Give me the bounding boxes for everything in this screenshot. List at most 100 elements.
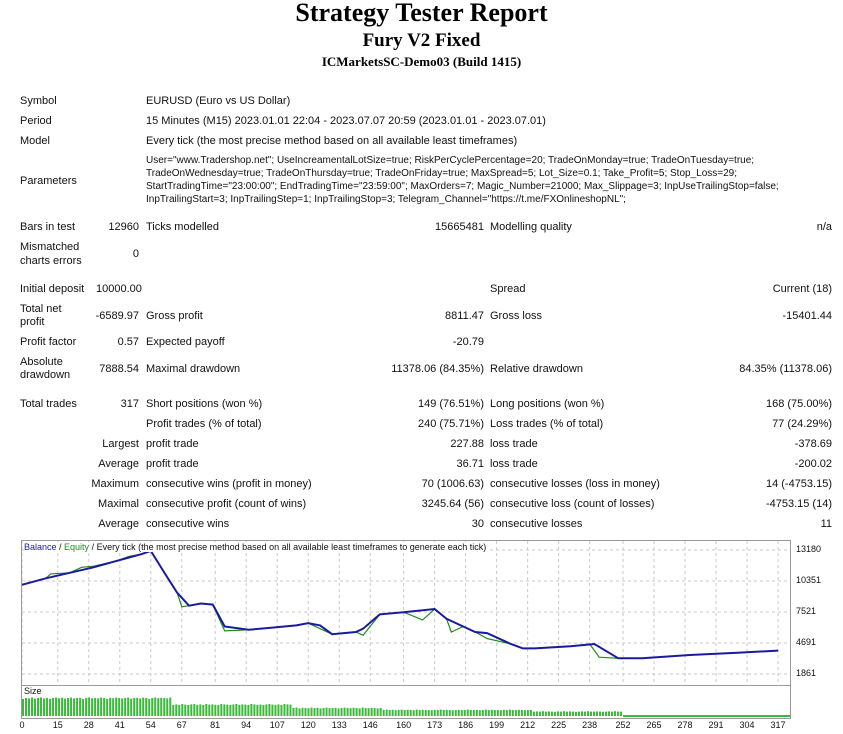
size-bar: [49, 698, 52, 716]
avg-cons-losses-value: 11: [820, 518, 832, 530]
size-bar: [292, 708, 295, 716]
size-bar: [319, 708, 322, 716]
size-bar: [154, 697, 157, 716]
total-net-label-2: profit: [20, 316, 45, 328]
size-bar: [133, 698, 136, 716]
size-bar: [223, 704, 226, 716]
size-bar: [337, 708, 340, 716]
x-tick-label: 107: [269, 720, 285, 730]
size-bar: [403, 710, 406, 716]
size-bar: [226, 704, 229, 716]
size-bar: [529, 710, 532, 716]
size-bar: [466, 709, 469, 716]
size-bar: [112, 698, 115, 716]
size-bar: [439, 709, 442, 716]
size-bar: [325, 707, 328, 716]
size-bar: [190, 704, 193, 716]
size-bar: [334, 707, 337, 716]
size-bar: [178, 704, 181, 716]
size-bar: [571, 711, 574, 716]
size-bar: [109, 697, 112, 716]
size-bar: [553, 711, 556, 716]
size-bar: [565, 711, 568, 716]
maximal-dd-value: 11378.06 (84.35%): [391, 363, 484, 375]
size-bar: [583, 711, 586, 716]
size-bar: [535, 711, 538, 716]
size-bar: [79, 697, 82, 716]
average-loss-value: -200.02: [794, 458, 832, 470]
size-bar: [139, 698, 142, 716]
relative-dd-label: Relative drawdown: [490, 363, 583, 375]
symbol-label: Symbol: [20, 95, 57, 107]
size-bar: [301, 707, 304, 716]
size-bar: [100, 697, 103, 716]
long-positions-label: Long positions (won %): [490, 398, 605, 410]
maximal-cons-profit-label: consecutive profit (count of wins): [146, 498, 307, 510]
size-bar: [493, 710, 496, 716]
size-bar: [202, 705, 205, 716]
size-bar: [481, 710, 484, 716]
size-bar: [130, 698, 133, 716]
size-bar: [364, 708, 367, 716]
symbol-value: EURUSD (Euro vs US Dollar): [146, 95, 291, 107]
x-tick-label: 41: [114, 720, 125, 730]
size-bar: [430, 710, 433, 716]
spread-value: Current (18): [772, 283, 832, 295]
size-bar: [46, 698, 49, 716]
size-bar: [295, 707, 298, 716]
balance-line: [22, 549, 779, 660]
size-bar: [490, 709, 493, 716]
chart-legend: Balance / Equity / Every tick (the most …: [24, 542, 489, 552]
size-bar: [436, 710, 439, 716]
initial-deposit-value: 10000.00: [96, 283, 142, 295]
parameters-line: User="www.Tradershop.net"; UseIncreament…: [146, 155, 755, 166]
loss-trades-label: Loss trades (% of total): [490, 418, 604, 430]
size-bar: [418, 710, 421, 716]
size-bar: [244, 704, 247, 716]
x-tick-label: 252: [615, 720, 631, 730]
x-tick-label: 67: [176, 720, 187, 730]
x-tick-label: 54: [145, 720, 156, 730]
size-bar: [64, 698, 67, 716]
size-bar: [175, 704, 178, 716]
size-bar: [547, 711, 550, 716]
max-cons-losses-value: 14 (-4753.15): [765, 478, 832, 490]
maximal-cons-profit-value: 3245.64 (56): [421, 498, 484, 510]
size-chart: Size: [21, 685, 791, 719]
largest-loss-label: loss trade: [490, 438, 538, 450]
size-bar: [421, 709, 424, 716]
relative-dd-value: 84.35% (11378.06): [739, 363, 832, 375]
average-cons-label: Average: [98, 518, 139, 530]
size-bar: [118, 698, 121, 716]
size-bar: [394, 710, 397, 716]
average-profit-label: profit trade: [146, 458, 199, 470]
x-tick-label: 225: [551, 720, 567, 730]
maximal-cons-loss-value: -4753.15 (14): [765, 498, 832, 510]
size-bar: [94, 698, 97, 716]
size-bar: [550, 711, 553, 716]
size-bar: [82, 699, 85, 716]
size-bar: [382, 710, 385, 716]
equity-line: [22, 550, 779, 659]
size-bar: [25, 698, 28, 716]
size-bar: [169, 697, 172, 716]
legend-separator: /: [56, 542, 65, 552]
size-bar: [340, 708, 343, 716]
x-tick-label: 81: [210, 720, 221, 730]
maximal-dd-label: Maximal drawdown: [146, 363, 241, 375]
size-bar: [304, 708, 307, 716]
size-bar: [496, 710, 499, 716]
avg-cons-losses-label: consecutive losses: [490, 518, 583, 530]
parameters-label: Parameters: [20, 175, 77, 187]
size-bar: [247, 705, 250, 716]
size-bar: [211, 704, 214, 716]
x-tick-label: 94: [241, 720, 252, 730]
x-tick-label: 0: [19, 720, 25, 730]
size-bar: [592, 711, 595, 716]
max-cons-wins-value: 70 (1006.63): [421, 478, 484, 490]
x-tick-label: 265: [646, 720, 662, 730]
size-bar: [367, 708, 370, 716]
bars-value: 12960: [108, 221, 139, 233]
profit-trades-label: Profit trades (% of total): [146, 418, 262, 430]
period-value: 15 Minutes (M15) 2023.01.01 22:04 - 2023…: [146, 115, 546, 127]
